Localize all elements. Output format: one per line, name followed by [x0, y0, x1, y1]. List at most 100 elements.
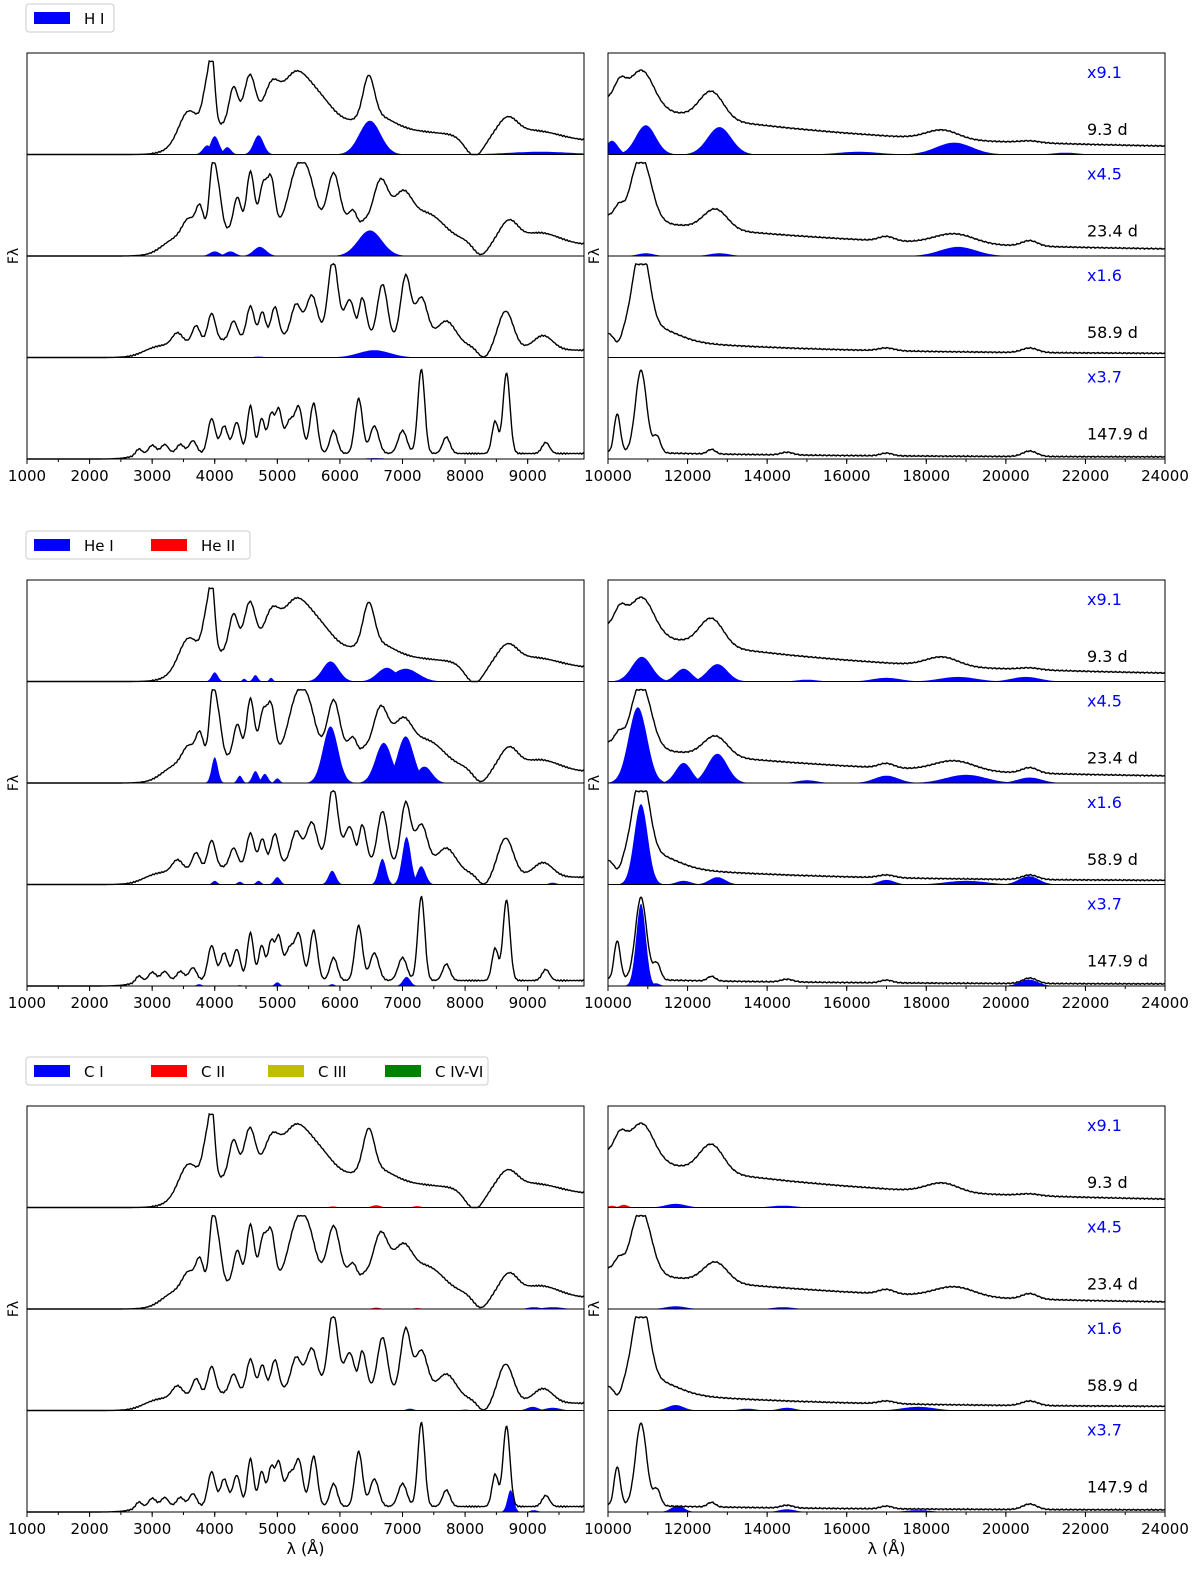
- contribution-1: [715, 1408, 780, 1411]
- nir-panel-He-2: x1.6 58.9 d: [607, 782, 1166, 885]
- spectrum-line: [27, 586, 585, 683]
- legend: He I He II: [25, 530, 251, 560]
- spectrum-line: [607, 69, 1166, 148]
- spectrum-line: [607, 790, 1166, 882]
- tick-label: 20000: [982, 994, 1030, 1012]
- tick-label: 12000: [664, 1520, 712, 1538]
- contribution-2: [677, 664, 758, 682]
- optical-x-axis: 1000 2000 3000 4000 5000 6000 7000 8000 9000 λ (Å…: [8, 1512, 560, 1558]
- contribution-0: [194, 251, 235, 256]
- contribution-5: [300, 726, 361, 783]
- epoch-label: 23.4 d: [1087, 749, 1138, 768]
- tick-label: 4000: [196, 1520, 234, 1538]
- epoch-label: 147.9 d: [1087, 952, 1148, 971]
- panel-frame: [607, 1105, 1166, 1208]
- epoch-label: 23.4 d: [1087, 1275, 1138, 1294]
- spectrum-line: [607, 596, 1166, 675]
- nir-x-axis: 10000 12000 14000 16000 18000 20000 22000 24000: [584, 986, 1189, 1012]
- spectrum-line: [607, 1316, 1166, 1408]
- optical-panel-H-3: [26, 357, 585, 460]
- figure-group-H: H I 1000 2000 3000 4000 5000 6000 7000 8000 9000 F…: [6, 3, 1189, 485]
- spectrum-line: [27, 262, 585, 359]
- contribution-2: [402, 1206, 433, 1208]
- contribution-3: [252, 773, 278, 783]
- contribution-0: [202, 757, 228, 783]
- panel-frame: [26, 154, 585, 257]
- tick-label: 8000: [446, 467, 484, 485]
- contribution-0: [361, 1307, 392, 1309]
- scale-factor: x3.7: [1087, 895, 1122, 914]
- contribution-4: [886, 880, 1046, 885]
- epoch-label: 58.9 d: [1087, 323, 1138, 342]
- tick-label: 7000: [383, 1520, 421, 1538]
- contribution-7: [373, 736, 439, 783]
- spectrum-line: [607, 161, 1166, 251]
- optical-panel-C-2: [26, 1308, 585, 1412]
- legend-label-1: C II: [201, 1063, 225, 1081]
- epoch-label: 58.9 d: [1087, 850, 1138, 869]
- panel-frame: [607, 681, 1166, 784]
- contribution-2: [245, 675, 266, 682]
- tick-label: 22000: [1062, 994, 1110, 1012]
- epoch-label: 147.9 d: [1087, 425, 1148, 444]
- spectrum-line: [27, 895, 585, 987]
- tick-label: 1000: [8, 994, 46, 1012]
- contribution-0: [318, 1206, 349, 1208]
- legend-swatch-0: [34, 1065, 70, 1077]
- panel-frame: [26, 579, 585, 682]
- tick-label: 14000: [743, 994, 791, 1012]
- tick-label: 8000: [446, 1520, 484, 1538]
- nir-panel-C-3: x3.7 147.9 d: [607, 1410, 1166, 1513]
- scale-factor: x1.6: [1087, 1319, 1122, 1338]
- scale-factor: x4.5: [1087, 165, 1122, 184]
- tick-label: 24000: [1141, 994, 1189, 1012]
- tick-label: 9000: [509, 467, 547, 485]
- legend-label-2: C III: [318, 1063, 347, 1081]
- tick-label: 7000: [383, 467, 421, 485]
- contribution-4: [267, 778, 288, 783]
- optical-panel-H-0: [26, 52, 585, 156]
- epoch-label: 9.3 d: [1087, 120, 1128, 139]
- tick-label: 22000: [1062, 467, 1110, 485]
- tick-label: 1000: [8, 1520, 46, 1538]
- tick-label: 10000: [584, 994, 632, 1012]
- contribution-1: [210, 251, 251, 256]
- contribution-0: [643, 1405, 708, 1411]
- tick-label: 6000: [321, 1520, 359, 1538]
- tick-label: 18000: [902, 467, 950, 485]
- legend-label-0: C I: [84, 1063, 104, 1081]
- nir-panel-H-0: x9.1 9.3 d: [607, 52, 1166, 155]
- y-axis-label: Fλ: [587, 775, 603, 791]
- panel-frame: [607, 255, 1166, 358]
- contribution-0: [498, 1490, 524, 1512]
- legend-label-3: C IV-VI: [435, 1063, 483, 1081]
- legend-swatch-1: [151, 1065, 187, 1077]
- optical-panel-He-0: [26, 579, 585, 683]
- panel-frame: [607, 579, 1166, 682]
- tick-label: 1000: [8, 467, 46, 485]
- tick-label: 10000: [584, 1520, 632, 1538]
- legend: H I: [25, 3, 115, 33]
- contribution-3: [263, 677, 279, 682]
- tick-label: 16000: [823, 467, 871, 485]
- panel-frame: [607, 154, 1166, 257]
- panel-frame: [26, 681, 585, 784]
- contribution-4: [838, 775, 935, 783]
- contribution-2: [870, 1510, 967, 1512]
- contribution-5: [349, 667, 425, 682]
- nir-panel-He-0: x9.1 9.3 d: [607, 579, 1166, 682]
- panel-frame: [607, 884, 1166, 987]
- panel-frame: [607, 357, 1166, 460]
- contribution-2: [886, 246, 1030, 256]
- tick-label: 18000: [902, 994, 950, 1012]
- nir-panel-He-1: x4.5 23.4 d: [607, 681, 1166, 784]
- scale-factor: x1.6: [1087, 266, 1122, 285]
- panel-frame: [607, 52, 1166, 155]
- contribution-3: [779, 151, 939, 155]
- x-axis-label: λ (Å): [868, 1539, 906, 1558]
- panel-frame: [607, 1410, 1166, 1513]
- contribution-2: [677, 753, 758, 783]
- tick-label: 16000: [823, 1520, 871, 1538]
- scale-factor: x1.6: [1087, 793, 1122, 812]
- contribution-8: [537, 882, 568, 885]
